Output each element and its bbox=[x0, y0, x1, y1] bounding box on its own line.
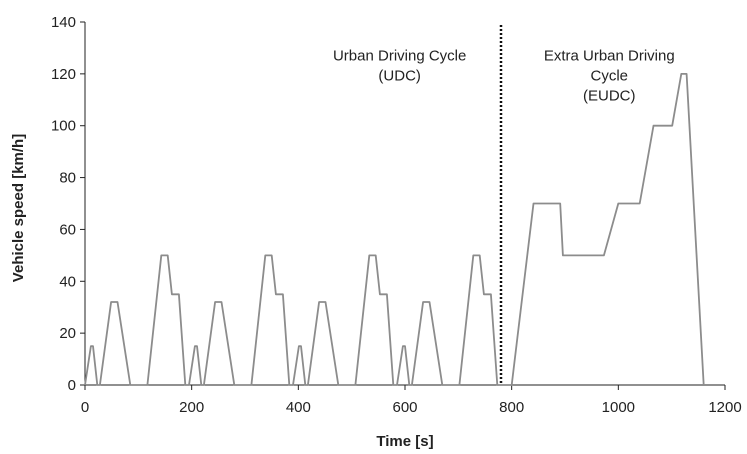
x-axis-title: Time [s] bbox=[376, 433, 433, 450]
annotations-layer: Urban Driving Cycle (UDC) Extra Urban Driv… bbox=[333, 48, 675, 105]
y-tick-label: 80 bbox=[59, 170, 76, 187]
x-tick-label: 400 bbox=[286, 399, 311, 416]
x-tick-label: 800 bbox=[499, 399, 524, 416]
y-tick-label: 140 bbox=[51, 14, 76, 31]
ticks-layer: 0 20 40 60 80 100 120 140 0 200 400 600 800 1000 1200 bbox=[51, 14, 742, 416]
speed-profile-line bbox=[84, 73, 705, 386]
y-axis-title: Vehicle speed [km/h] bbox=[10, 134, 27, 282]
eudc-annotation-line: Extra Urban Driving bbox=[544, 48, 675, 65]
x-tick-label: 1200 bbox=[708, 399, 741, 416]
y-tick-label: 100 bbox=[51, 118, 76, 135]
y-tick-label: 40 bbox=[59, 273, 76, 290]
series-layer bbox=[84, 73, 705, 386]
y-tick-label: 60 bbox=[59, 221, 76, 238]
y-tick-label: 20 bbox=[59, 325, 76, 342]
y-tick-label: 0 bbox=[68, 377, 76, 394]
udc-annotation-line: (UDC) bbox=[378, 68, 421, 85]
y-tick-label: 120 bbox=[51, 66, 76, 83]
eudc-annotation-line: (EUDC) bbox=[583, 88, 636, 105]
x-tick-label: 600 bbox=[392, 399, 417, 416]
eudc-annotation-line: Cycle bbox=[591, 68, 629, 85]
x-tick-label: 0 bbox=[81, 399, 89, 416]
x-tick-label: 1000 bbox=[602, 399, 635, 416]
udc-annotation-line: Urban Driving Cycle bbox=[333, 48, 466, 65]
x-tick-label: 200 bbox=[179, 399, 204, 416]
